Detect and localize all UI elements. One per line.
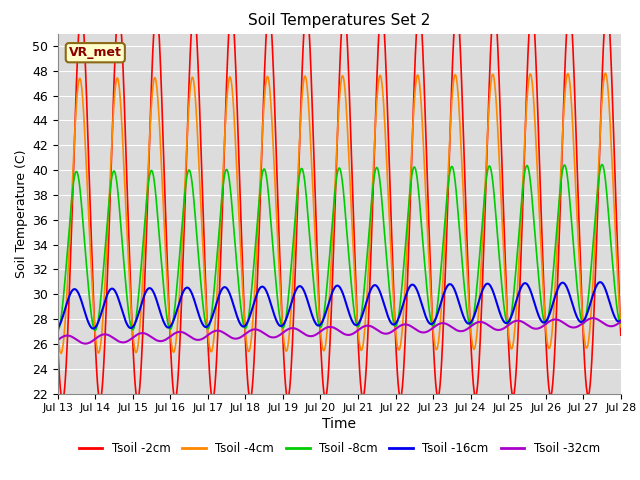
Tsoil -4cm [58,350,65,356]
Tsoil -8cm [165,325,173,331]
Tsoil -2cm [166,320,173,326]
Y-axis label: Soil Temperature (C): Soil Temperature (C) [15,149,28,278]
Tsoil -16cm [179,289,187,295]
Tsoil -4cm [54,329,61,335]
Tsoil -2cm [500,238,508,244]
Tsoil -32cm [54,337,61,343]
Tsoil -8cm [617,321,625,326]
Line: Tsoil -2cm: Tsoil -2cm [58,5,621,401]
Tsoil -8cm [427,316,435,322]
Tsoil -4cm [179,217,187,223]
Tsoil -32cm [617,319,625,324]
Tsoil -8cm [500,305,508,311]
Tsoil -16cm [500,319,508,325]
Tsoil -4cm [243,337,250,343]
Tsoil -2cm [427,281,435,287]
Tsoil -2cm [58,398,66,404]
Title: Soil Temperatures Set 2: Soil Temperatures Set 2 [248,13,430,28]
Tsoil -32cm [179,330,187,336]
Tsoil -4cm [602,71,609,76]
Tsoil -32cm [166,334,173,340]
Tsoil -4cm [166,319,173,325]
Tsoil -4cm [500,266,508,272]
Line: Tsoil -32cm: Tsoil -32cm [58,318,621,344]
Tsoil -8cm [179,213,187,219]
Tsoil -4cm [427,295,435,300]
Tsoil -16cm [243,322,250,327]
Tsoil -16cm [166,324,173,330]
Tsoil -2cm [550,358,558,363]
Tsoil -32cm [427,326,435,332]
Tsoil -16cm [90,326,97,332]
Tsoil -16cm [54,325,61,331]
Tsoil -8cm [54,328,61,334]
Tsoil -4cm [550,299,558,304]
Tsoil -32cm [550,317,558,323]
Tsoil -32cm [500,325,508,331]
Tsoil -32cm [589,315,597,321]
Tsoil -2cm [179,252,187,257]
Legend: Tsoil -2cm, Tsoil -4cm, Tsoil -8cm, Tsoil -16cm, Tsoil -32cm: Tsoil -2cm, Tsoil -4cm, Tsoil -8cm, Tsoi… [74,437,604,460]
Tsoil -8cm [598,162,606,168]
Line: Tsoil -4cm: Tsoil -4cm [58,73,621,353]
Tsoil -16cm [596,279,604,285]
Tsoil -16cm [427,321,435,327]
Tsoil -4cm [617,324,625,330]
Tsoil -2cm [617,332,625,338]
Line: Tsoil -8cm: Tsoil -8cm [58,165,621,331]
Tsoil -2cm [243,355,250,361]
Tsoil -2cm [54,338,61,344]
Tsoil -8cm [550,262,557,267]
Tsoil -32cm [81,341,89,347]
X-axis label: Time: Time [322,418,356,432]
Tsoil -16cm [617,318,625,324]
Text: VR_met: VR_met [69,46,122,59]
Tsoil -32cm [243,330,250,336]
Line: Tsoil -16cm: Tsoil -16cm [58,282,621,329]
Tsoil -2cm [604,2,611,8]
Tsoil -16cm [550,296,558,302]
Tsoil -8cm [242,325,250,331]
